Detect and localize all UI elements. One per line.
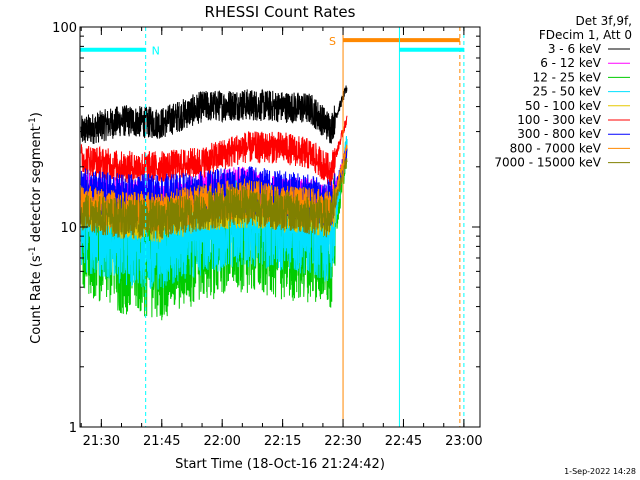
- legend-label: 6 - 12 keV: [540, 56, 602, 70]
- info-line-2: FDecim 1, Att 0: [539, 28, 632, 42]
- series-line: [80, 147, 348, 227]
- series-line: [80, 115, 348, 186]
- x-axis-label: Start Time (18-Oct-16 21:24:42): [175, 457, 385, 472]
- legend-label: 100 - 300 keV: [517, 113, 601, 127]
- legend-label: 12 - 25 keV: [533, 70, 602, 84]
- y-label-mid: detector segment: [29, 126, 44, 246]
- annotations-group: NS: [80, 27, 465, 427]
- x-tick-label: 22:00: [203, 434, 240, 449]
- info-line-1: Det 3f,9f,: [576, 14, 633, 28]
- y-axis-label: Count Rate (s-1 detector segment-1): [28, 112, 44, 344]
- x-tick-label: 22:30: [324, 434, 361, 449]
- footer-date: 1-Sep-2022 14:28: [564, 467, 636, 476]
- legend-label: 300 - 800 keV: [517, 127, 601, 141]
- series-line: [80, 85, 348, 144]
- plot-series-group: [80, 85, 348, 321]
- annotation-label: N: [152, 45, 160, 58]
- x-tick-label: 23:00: [445, 434, 482, 449]
- y-label-main: Count Rate (s: [29, 255, 44, 344]
- y-tick-label: 10: [60, 221, 77, 236]
- legend-label: 50 - 100 keV: [525, 99, 602, 113]
- x-tick-label: 22:45: [385, 434, 422, 449]
- legend-label: 25 - 50 keV: [533, 85, 602, 99]
- y-label-sup1: -1: [28, 246, 38, 255]
- x-tick-label: 22:15: [264, 434, 301, 449]
- x-tick-label: 21:30: [83, 434, 120, 449]
- axes-group: 21:30 21:45 22:00 22:15 22:30 22:45 23:00 1 10 10…: [52, 21, 482, 449]
- x-tick-label: 21:45: [143, 434, 180, 449]
- legend-label: 3 - 6 keV: [548, 42, 602, 56]
- annotation-label: S: [329, 35, 336, 48]
- y-tick-label: 100: [52, 21, 77, 36]
- series-line: [80, 158, 348, 239]
- legend-label: 7000 - 15000 keV: [494, 156, 601, 170]
- y-label-end: ): [29, 112, 44, 117]
- y-label-sup2: -1: [28, 117, 38, 126]
- legend-label: 800 - 7000 keV: [510, 141, 602, 155]
- y-tick-label: 1: [69, 421, 77, 436]
- chart-title: RHESSI Count Rates: [205, 3, 356, 21]
